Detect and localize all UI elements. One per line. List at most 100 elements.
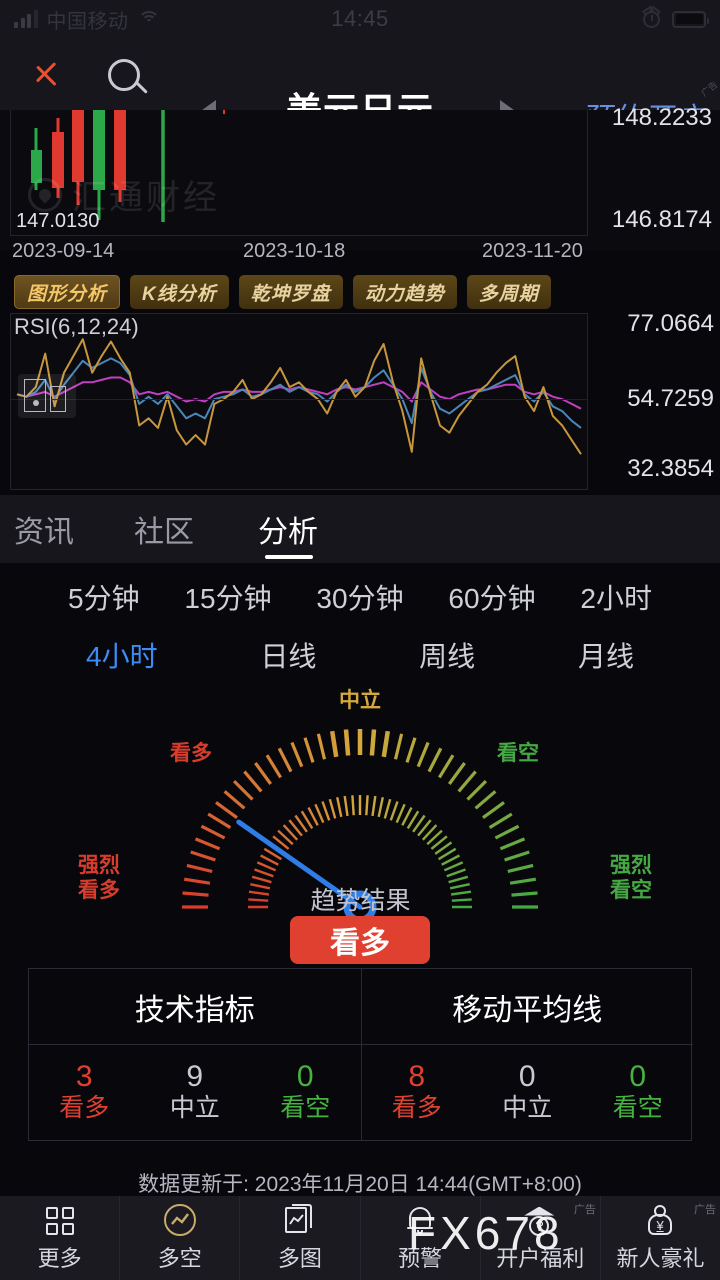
timeframe-weekly[interactable]: 周线 <box>419 641 476 672</box>
carrier-label: 中国移动 <box>46 10 129 33</box>
bottom-nav-label: 多空 <box>157 1245 202 1271</box>
sentiment-gauge: 中立 看多 看空 强烈看多 强烈看空 趋势结果 看多 <box>0 675 720 970</box>
price-chart[interactable]: 汇通财经 147.0130 148.2233 146.8174 <box>0 104 720 250</box>
gift-bag-icon: ¥ <box>644 1204 676 1236</box>
tab-zixun[interactable]: 资讯 <box>14 516 74 549</box>
analysis-button-tuxing[interactable]: 图形分析 <box>14 275 121 309</box>
bottom-nav-label: 新人豪礼 <box>616 1245 705 1271</box>
candlestick-series <box>31 110 225 222</box>
analysis-button-kxian[interactable]: K线分析 <box>130 275 229 309</box>
wifi-icon <box>137 11 160 27</box>
ad-label: 广告 <box>694 1204 717 1216</box>
timeframe-4h[interactable]: 4小时 <box>86 641 158 672</box>
cell-label: 看多 <box>391 1094 442 1123</box>
cell-value: 9 <box>186 1060 204 1094</box>
price-chart-frame <box>10 110 588 236</box>
gauge-label-neutral: 中立 <box>339 689 381 712</box>
circle-chart-icon <box>163 1203 196 1236</box>
header-moving-average: 移动平均线 <box>452 993 603 1027</box>
rsi-midline <box>11 399 587 400</box>
bottom-nav-item-duotu[interactable]: 多图 <box>240 1196 361 1280</box>
bottom-nav-label: 开户福利 <box>496 1245 585 1271</box>
tab-active-indicator <box>265 555 313 559</box>
table-cell: 0 中立 <box>472 1045 583 1140</box>
status-right <box>643 10 709 28</box>
rsi-y-tick: 77.0664 <box>627 310 714 337</box>
gauge-label-bull: 看多 <box>170 742 212 765</box>
multi-chart-icon <box>284 1203 316 1236</box>
summary-table-header: 技术指标 移动平均线 <box>29 969 693 1045</box>
bottom-nav-bar: 更多 多空 多图 预警 广告 ? 开户福利 广告 ¥ <box>0 1196 720 1280</box>
grid-icon <box>44 1204 76 1236</box>
gauge-label-strong-bull: 强烈看多 <box>78 854 120 902</box>
cell-label: 中立 <box>169 1094 220 1123</box>
timeframe-daily[interactable]: 日线 <box>260 641 317 672</box>
table-cell: 9 中立 <box>140 1045 251 1140</box>
analysis-button-dongli[interactable]: 动力趋势 <box>352 275 457 309</box>
status-time: 14:45 <box>331 6 389 31</box>
table-cell: 0 看空 <box>583 1045 694 1140</box>
date-tick: 2023-11-20 <box>482 240 583 262</box>
analysis-button-row: 图形分析 K线分析 乾坤罗盘 动力趋势 多周期 <box>0 275 720 311</box>
bottom-nav-item-kaihu[interactable]: 广告 ? 开户福利 <box>481 1196 601 1280</box>
bottom-nav-label: 更多 <box>37 1245 82 1271</box>
timeframe-selector: 5分钟 15分钟 30分钟 60分钟 2小时 4小时 日线 周线 月线 <box>0 563 720 681</box>
cell-value: 3 <box>75 1060 93 1094</box>
status-bar: 中国移动 14:45 <box>0 0 720 38</box>
analysis-button-qiankun[interactable]: 乾坤罗盘 <box>238 275 343 309</box>
cell-value: 0 <box>518 1060 536 1094</box>
timeframe-30m[interactable]: 30分钟 <box>316 583 404 614</box>
rsi-series <box>16 338 582 455</box>
timeframe-row-1: 5分钟 15分钟 30分钟 60分钟 2小时 <box>0 577 720 617</box>
nav-bar: 美元日元 USDJPY 预约开户 广告 <box>0 38 720 151</box>
cell-value: 0 <box>629 1060 647 1094</box>
timeframe-2h[interactable]: 2小时 <box>580 583 652 614</box>
timeframe-15m[interactable]: 15分钟 <box>184 583 272 614</box>
updated-timestamp: 数据更新于: 2023年11月20日 14:44(GMT+8:00) <box>138 1173 582 1196</box>
gauge-label-strong-bear: 强烈看空 <box>610 854 652 902</box>
alarm-clock-icon <box>643 10 660 28</box>
cell-value: 8 <box>408 1060 426 1094</box>
bottom-nav-item-duokong[interactable]: 多空 <box>120 1196 241 1280</box>
bottom-nav-item-more[interactable]: 更多 <box>0 1196 121 1280</box>
chart-toggle-icon[interactable] <box>18 374 76 418</box>
cell-label: 看空 <box>280 1094 331 1123</box>
summary-table-body: 3 看多 9 中立 0 看空 8 看多 0 中立 <box>29 1045 693 1140</box>
price-chart-date-axis: 2023-09-14 2023-10-18 2023-11-20 <box>0 240 720 270</box>
cell-label: 中立 <box>502 1094 553 1123</box>
timeframe-5m[interactable]: 5分钟 <box>68 583 140 614</box>
gauge-label-bear: 看空 <box>497 742 539 765</box>
ad-label: 广告 <box>573 1204 596 1216</box>
cell-label: 看空 <box>612 1094 663 1123</box>
main-tab-bar: 资讯 社区 分析 <box>0 495 720 563</box>
battery-icon <box>672 10 709 28</box>
timeframe-row-2: 4小时 日线 周线 月线 <box>0 635 720 675</box>
bottom-nav-label: 预警 <box>398 1245 443 1271</box>
header-technical: 技术指标 <box>29 969 362 1044</box>
price-low-label: 146.8174 <box>611 206 712 233</box>
technical-group: 3 看多 9 中立 0 看空 <box>29 1045 362 1140</box>
last-price-label: 147.0130 <box>16 210 100 232</box>
search-icon[interactable] <box>106 58 154 106</box>
timeframe-60m[interactable]: 60分钟 <box>448 583 536 614</box>
bottom-nav-item-xinren[interactable]: 广告 ¥ 新人豪礼 <box>601 1196 720 1280</box>
trend-result-caption: 趋势结果 <box>310 887 411 915</box>
summary-table: 技术指标 移动平均线 3 看多 9 中立 0 看空 8 <box>28 968 693 1141</box>
bottom-nav-label: 多图 <box>277 1245 322 1271</box>
status-left: 中国移动 <box>14 5 160 34</box>
graduation-question-icon: ? <box>524 1204 556 1236</box>
date-tick: 2023-10-18 <box>243 240 346 262</box>
timeframe-monthly[interactable]: 月线 <box>577 641 634 672</box>
rsi-y-tick: 54.7259 <box>627 385 714 412</box>
table-cell: 3 看多 <box>29 1045 140 1140</box>
cell-label: 看多 <box>59 1094 110 1123</box>
trend-result-badge: 看多 <box>290 916 430 964</box>
signal-bars-icon <box>14 10 38 28</box>
tab-fenxi[interactable]: 分析 <box>258 516 318 549</box>
rsi-chart[interactable] <box>10 313 588 490</box>
bottom-nav-item-yujing[interactable]: 预警 <box>361 1196 481 1280</box>
analysis-button-duozhouqi[interactable]: 多周期 <box>466 275 551 309</box>
table-cell: 0 看空 <box>250 1045 361 1140</box>
tab-shequ[interactable]: 社区 <box>134 516 194 549</box>
price-high-label: 148.2233 <box>611 104 712 131</box>
